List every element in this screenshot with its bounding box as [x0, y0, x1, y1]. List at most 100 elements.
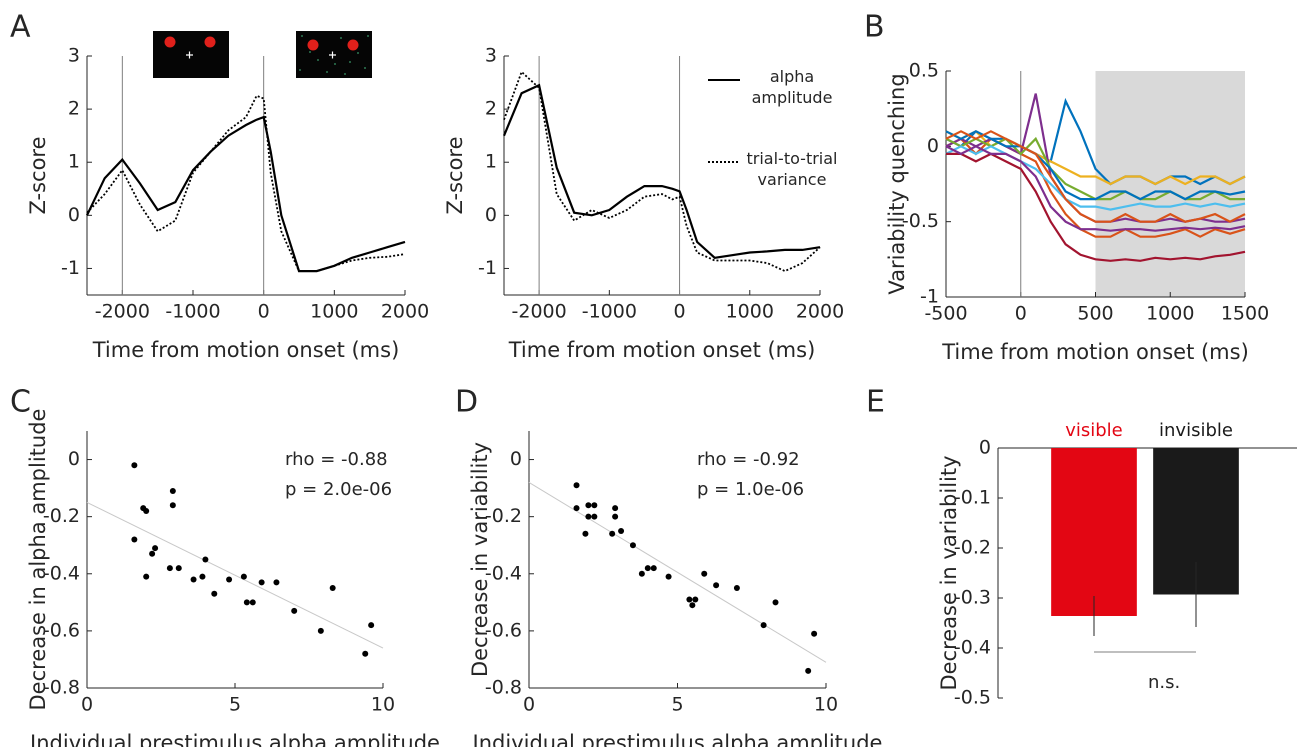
x-tick-label: 1500 [1221, 303, 1269, 325]
point [612, 513, 619, 520]
point [585, 502, 592, 509]
legend-entry: alpha amplitude [751, 67, 833, 107]
x-axis-label: Time from motion onset (ms) [941, 340, 1249, 364]
point [582, 530, 589, 537]
point [573, 505, 580, 512]
point [329, 585, 336, 592]
y-tick-label: 2 [68, 98, 80, 120]
series-line [945, 145, 1246, 211]
x-axis-label: Time from motion onset (ms) [508, 338, 816, 362]
point [243, 599, 250, 606]
point [190, 576, 197, 583]
point [131, 462, 138, 469]
x-tick-label: 2000 [796, 301, 844, 323]
point [175, 565, 182, 572]
series-line [945, 130, 1246, 223]
x-tick-label: -1000 [165, 301, 220, 323]
point [166, 565, 173, 572]
legend-label: alpha amplitude [751, 67, 833, 107]
x-tick-label: 0 [523, 694, 535, 716]
y-tick-label: 0 [510, 448, 522, 470]
point [211, 590, 218, 597]
y-tick-label: 1 [68, 151, 80, 173]
point [811, 630, 818, 637]
y-axis-label: Decrease in variability [937, 455, 961, 690]
panel-label: C [10, 385, 31, 420]
point [618, 527, 625, 534]
y-axis-label: Z-score [26, 136, 50, 214]
point [258, 579, 265, 586]
series-line [502, 83, 821, 259]
point [249, 599, 256, 606]
panel-label: D [455, 385, 478, 420]
x-axis-label: Time from motion onset (ms) [92, 338, 400, 362]
annotation: rho = -0.88 [285, 449, 388, 470]
panel-label: E [866, 385, 885, 420]
point [226, 576, 233, 583]
series-line [86, 115, 406, 273]
point [573, 482, 580, 489]
x-tick-label: 0 [258, 301, 270, 323]
y-tick-label: -0.2 [43, 505, 80, 527]
y-tick-label: 3 [485, 45, 497, 67]
panel-label: B [864, 10, 885, 45]
y-tick-label: 0 [979, 437, 991, 459]
x-tick-label: 0 [674, 301, 686, 323]
point [733, 585, 740, 592]
point [368, 622, 375, 629]
point [202, 556, 209, 563]
x-tick-label: 5 [229, 694, 241, 716]
point [273, 579, 280, 586]
point [760, 622, 767, 629]
point [692, 596, 699, 603]
x-tick-label: 5 [671, 694, 683, 716]
point [644, 565, 651, 572]
point [199, 573, 206, 580]
point [169, 502, 176, 509]
y-tick-label: 0 [68, 448, 80, 470]
annotation: n.s. [1148, 672, 1180, 693]
point [591, 513, 598, 520]
point [131, 536, 138, 543]
y-tick-label: -0.6 [43, 619, 80, 641]
y-tick-label: -0.1 [954, 487, 991, 509]
category-label: visible [1065, 420, 1123, 441]
point [638, 570, 645, 577]
y-tick-label: -0.4 [43, 562, 80, 584]
y-tick-label: 2 [485, 98, 497, 120]
y-tick-label: 0 [68, 204, 80, 226]
point [701, 570, 708, 577]
point [585, 513, 592, 520]
fit-line [86, 501, 384, 649]
point [650, 565, 657, 572]
point [609, 530, 616, 537]
x-tick-label: -2000 [95, 301, 150, 323]
y-tick-label: -0.8 [43, 677, 80, 699]
point [240, 573, 247, 580]
x-tick-label: -500 [924, 303, 967, 325]
y-tick-label: -0.5 [902, 210, 939, 232]
point [772, 599, 779, 606]
point [689, 602, 696, 609]
legend-label: trial-to-trial variance [746, 149, 838, 189]
point [143, 507, 150, 514]
y-tick-label: -0.5 [954, 687, 991, 709]
point [591, 502, 598, 509]
x-tick-label: 1000 [310, 301, 358, 323]
point [665, 573, 672, 580]
y-tick-label: -1 [61, 257, 80, 279]
x-tick-label: 0 [81, 694, 93, 716]
y-axis-label: Variability quenching [885, 73, 909, 294]
series-line [945, 97, 1246, 186]
y-axis-label: Decrease in variability [468, 442, 492, 677]
point [152, 545, 159, 552]
point [169, 487, 176, 494]
y-tick-label: 1 [485, 151, 497, 173]
y-tick-label: -0.2 [954, 537, 991, 559]
y-tick-label: -1 [478, 257, 497, 279]
y-tick-label: 0 [927, 135, 939, 157]
series-line [86, 94, 406, 272]
x-tick-label: 1000 [726, 301, 774, 323]
y-tick-label: -1 [920, 286, 939, 308]
point [291, 607, 298, 614]
